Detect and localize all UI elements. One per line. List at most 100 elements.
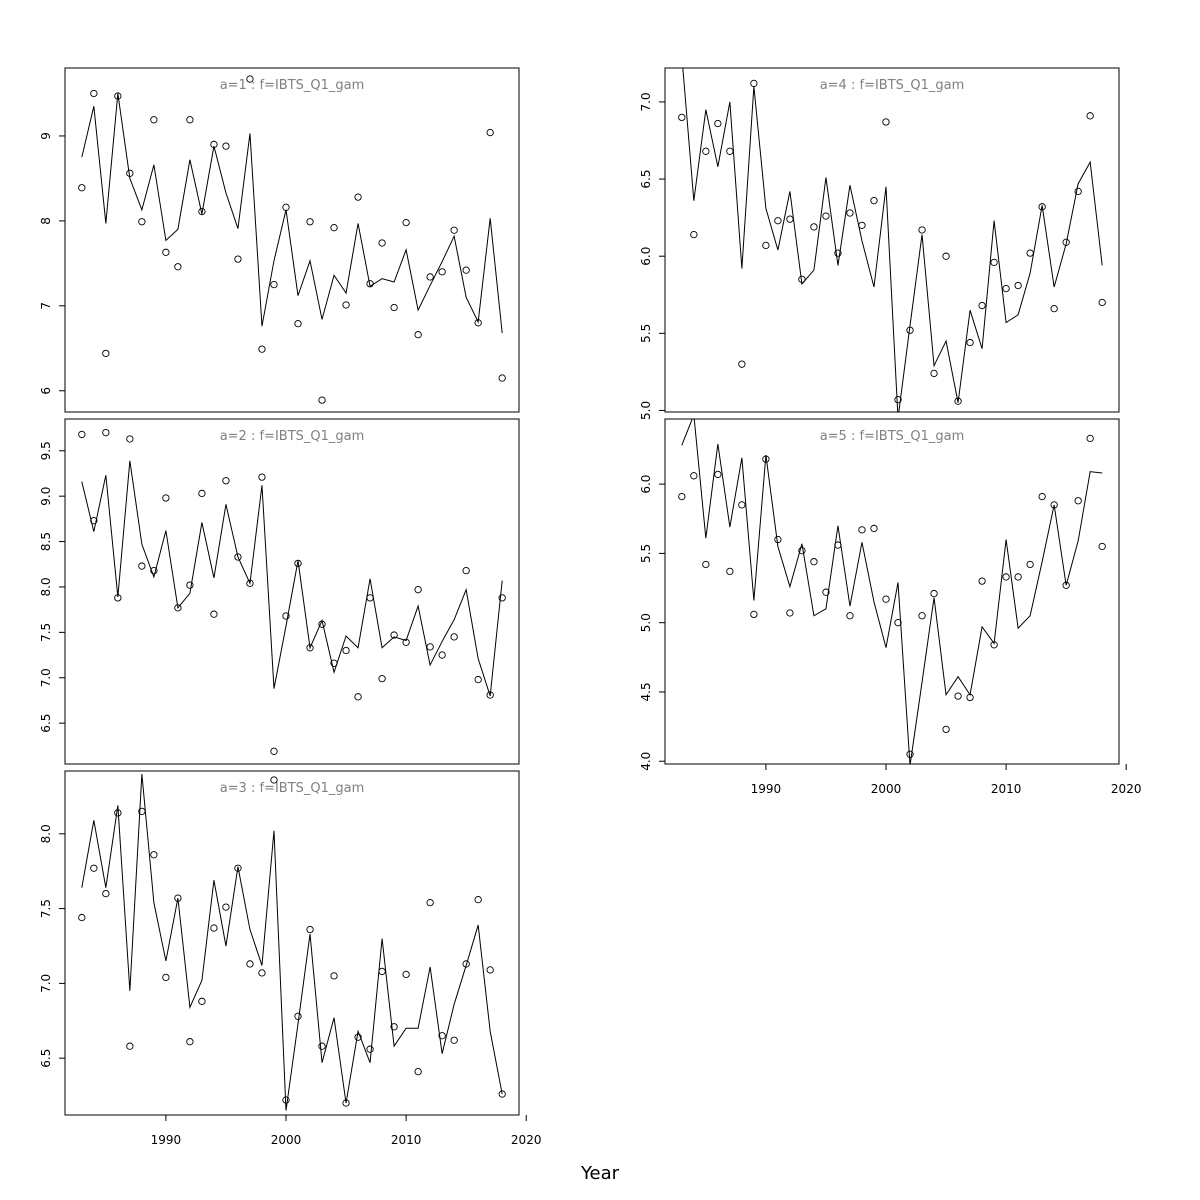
panel-title: a=3 : f=IBTS_Q1_gam <box>220 781 365 796</box>
observed-point <box>1050 304 1058 313</box>
observed-point <box>354 193 362 201</box>
observed-point <box>330 224 338 232</box>
observed-point <box>402 218 410 227</box>
observed-point <box>1026 249 1034 257</box>
y-tick-label: 8.0 <box>39 824 53 843</box>
observed-point <box>1086 112 1094 120</box>
observed-point <box>150 116 158 124</box>
observed-point <box>786 215 794 223</box>
observed-point <box>138 218 146 226</box>
observed-point <box>366 1045 374 1053</box>
observed-point <box>870 524 878 533</box>
observed-point <box>1098 542 1106 551</box>
observed-point <box>726 567 734 576</box>
observed-point <box>1026 560 1034 569</box>
observed-point <box>198 207 206 216</box>
observed-point <box>198 489 206 498</box>
observed-point <box>1038 203 1046 211</box>
observed-point <box>678 492 686 501</box>
observed-point <box>858 526 866 534</box>
observed-point <box>822 588 830 596</box>
observed-point <box>114 92 122 100</box>
observed-point <box>90 517 98 525</box>
observed-point <box>222 903 230 911</box>
observed-point <box>450 1036 458 1044</box>
panel-frame <box>64 418 520 765</box>
observed-point <box>846 209 854 217</box>
observed-point <box>798 546 806 555</box>
observed-point <box>162 494 170 502</box>
panel-frame <box>64 770 520 1116</box>
observed-point <box>426 273 434 281</box>
observed-point <box>774 217 782 225</box>
observed-point <box>198 997 206 1005</box>
y-tick-label: 4.0 <box>639 752 653 771</box>
panel-frame <box>664 67 1120 413</box>
observed-point <box>294 320 302 328</box>
observed-point <box>234 553 242 561</box>
y-tick-label: 5.5 <box>639 324 653 343</box>
observed-point <box>942 725 950 734</box>
observed-point <box>402 970 410 979</box>
observed-point <box>126 1042 134 1050</box>
observed-point <box>1014 281 1022 290</box>
observed-point <box>294 1012 302 1020</box>
y-tick-label: 4.5 <box>639 682 653 701</box>
observed-point <box>378 239 386 247</box>
observed-point <box>270 747 278 755</box>
observed-point <box>486 966 494 974</box>
observed-point <box>342 301 350 309</box>
observed-point <box>306 218 314 226</box>
observed-point <box>870 197 878 205</box>
observed-point <box>282 612 290 620</box>
observed-point <box>414 1067 422 1076</box>
observed-point <box>918 612 926 620</box>
x-tick-label: 2010 <box>991 782 1022 796</box>
observed-point <box>498 594 506 602</box>
observed-point <box>690 230 698 239</box>
panel-1: a=1 : f=IBTS_Q1_gam 6 7 8 9 <box>39 67 520 413</box>
observed-point <box>942 252 950 260</box>
x-tick-label: 2000 <box>271 1133 302 1147</box>
observed-point <box>210 924 218 932</box>
observed-point <box>150 566 158 575</box>
observed-point <box>678 113 686 122</box>
observed-point <box>210 610 218 618</box>
observed-point <box>258 345 266 353</box>
observed-point <box>750 610 758 619</box>
fitted-line <box>81 773 503 1111</box>
observed-point <box>78 430 86 439</box>
y-tick-label: 6.0 <box>639 475 653 494</box>
observed-point <box>330 972 338 980</box>
y-tick-label: 6.0 <box>639 247 653 266</box>
observed-point <box>810 223 818 231</box>
observed-point <box>390 303 398 312</box>
observed-point <box>726 147 734 155</box>
observed-point <box>1002 284 1010 293</box>
observed-point <box>426 643 434 651</box>
y-tick-label: 5.5 <box>639 544 653 563</box>
observed-point <box>930 369 938 378</box>
observed-point <box>1086 434 1094 443</box>
y-tick-label: 6.5 <box>39 1049 53 1068</box>
observed-point <box>738 501 746 509</box>
observed-point <box>1074 187 1082 196</box>
observed-point <box>414 586 422 594</box>
observed-point <box>318 1042 326 1050</box>
observed-point <box>234 255 242 263</box>
observed-point <box>186 116 194 124</box>
observed-point <box>90 864 98 872</box>
observed-point <box>186 581 194 589</box>
observed-point <box>702 147 710 155</box>
observed-point <box>1002 573 1010 581</box>
observed-point <box>702 560 710 569</box>
y-tick-label: 8.5 <box>39 532 53 551</box>
observed-point <box>1098 298 1106 307</box>
observed-point <box>486 128 494 137</box>
observed-point <box>906 750 914 758</box>
observed-point <box>294 559 302 568</box>
panel-5: a=5 : f=IBTS_Q1_gam 4.0 4.5 5.0 5.5 6.0 1990 20… <box>639 418 1141 796</box>
observed-point <box>918 226 926 234</box>
observed-point <box>318 396 326 404</box>
